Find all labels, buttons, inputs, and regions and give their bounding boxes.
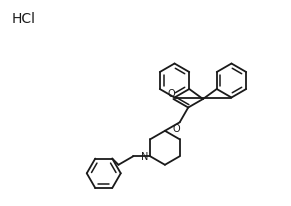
Text: N: N (141, 152, 148, 162)
Text: O: O (173, 124, 180, 134)
Text: HCl: HCl (12, 12, 36, 26)
Text: O: O (167, 89, 175, 98)
